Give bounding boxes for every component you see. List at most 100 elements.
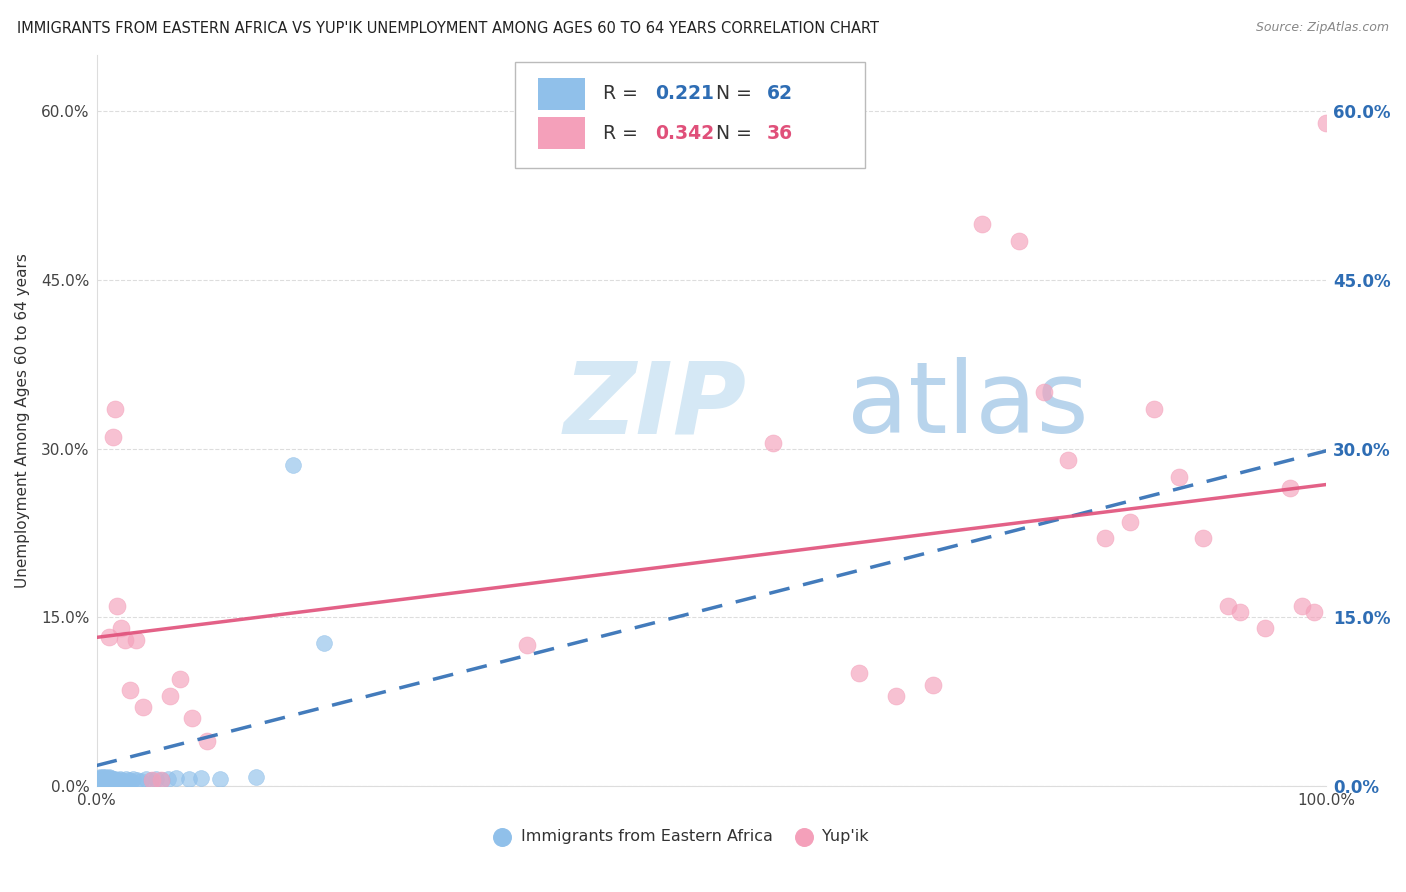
Point (181, 711, 204, 725)
Point (87, 772, 110, 786)
Point (177, 772, 200, 786)
Text: Source: ZipAtlas.com: Source: ZipAtlas.com (1256, 21, 1389, 34)
Point (135, 772, 157, 786)
Point (117, 773, 139, 788)
Text: IMMIGRANTS FROM EASTERN AFRICA VS YUP'IK UNEMPLOYMENT AMONG AGES 60 TO 64 YEARS : IMMIGRANTS FROM EASTERN AFRICA VS YUP'IK… (17, 21, 879, 36)
Point (104, 772, 127, 786)
Text: 62: 62 (766, 85, 793, 103)
Point (1143, 402, 1166, 417)
Point (97, 773, 120, 788)
Point (141, 773, 163, 788)
Point (1303, 605, 1326, 619)
Point (1118, 515, 1140, 529)
Text: 36: 36 (766, 124, 793, 143)
Point (149, 773, 172, 788)
Text: atlas: atlas (846, 358, 1088, 454)
Point (1032, 385, 1054, 400)
Point (101, 775, 124, 789)
Point (94, 770, 117, 784)
Point (93, 773, 115, 788)
Text: ZIP: ZIP (564, 358, 747, 454)
Point (1057, 452, 1080, 467)
Point (98, 775, 121, 789)
Point (96, 775, 118, 789)
Point (93, 771, 115, 785)
Point (1254, 621, 1277, 635)
Point (108, 772, 131, 786)
Point (90, 771, 112, 785)
Point (793, 857, 815, 871)
Point (159, 689, 181, 703)
Point (91, 773, 114, 788)
Point (87, 774, 110, 789)
Point (107, 599, 129, 613)
Point (145, 772, 167, 786)
Point (166, 771, 188, 785)
Point (139, 773, 162, 788)
Point (150, 773, 173, 788)
Point (105, 774, 128, 789)
Point (970, 217, 993, 231)
Bar (538, 117, 585, 149)
Point (94, 775, 117, 789)
Point (89, 775, 111, 789)
Point (89, 772, 111, 786)
Point (921, 677, 943, 691)
Text: 0.221: 0.221 (655, 85, 714, 103)
Point (97, 775, 120, 789)
Point (97, 770, 120, 784)
Point (114, 632, 136, 647)
Point (97, 775, 120, 789)
Point (87, 775, 110, 789)
Point (1315, 115, 1337, 129)
Point (91, 770, 114, 784)
Point (101, 772, 124, 786)
Y-axis label: Unemployment Among Ages 60 to 64 years: Unemployment Among Ages 60 to 64 years (15, 253, 30, 588)
Point (118, 683, 141, 698)
Point (884, 689, 907, 703)
Text: N =: N = (717, 85, 758, 103)
Point (516, 638, 538, 652)
Point (97, 773, 120, 788)
Point (120, 774, 142, 789)
Point (93, 775, 115, 789)
Point (169, 672, 191, 686)
Point (1008, 234, 1031, 248)
Point (125, 632, 148, 647)
Point (91, 775, 114, 789)
Text: R =: R = (603, 85, 644, 103)
Text: R =: R = (603, 124, 644, 143)
Text: Immigrants from Eastern Africa: Immigrants from Eastern Africa (520, 830, 773, 845)
Point (100, 774, 122, 789)
Point (129, 774, 152, 789)
Point (1291, 599, 1313, 613)
Point (132, 700, 155, 714)
Point (156, 772, 179, 786)
Point (312, 636, 335, 650)
Point (1167, 469, 1189, 483)
Point (90, 773, 112, 788)
Point (208, 772, 231, 786)
Point (1216, 599, 1239, 613)
Text: N =: N = (717, 124, 758, 143)
Point (1229, 605, 1251, 619)
FancyBboxPatch shape (515, 62, 865, 169)
Text: Yup'ik: Yup'ik (823, 830, 869, 845)
Point (107, 774, 129, 789)
Point (283, 458, 305, 473)
Point (107, 773, 129, 788)
Point (89, 770, 111, 784)
Point (110, 773, 132, 788)
Point (101, 430, 124, 444)
Point (115, 772, 138, 786)
Point (97, 631, 120, 645)
Point (96, 773, 118, 788)
Point (97, 771, 120, 785)
Point (195, 733, 218, 747)
Point (190, 771, 212, 785)
Point (245, 770, 267, 784)
Point (1094, 532, 1116, 546)
Point (90, 775, 112, 789)
Point (103, 774, 125, 789)
Point (100, 771, 122, 785)
